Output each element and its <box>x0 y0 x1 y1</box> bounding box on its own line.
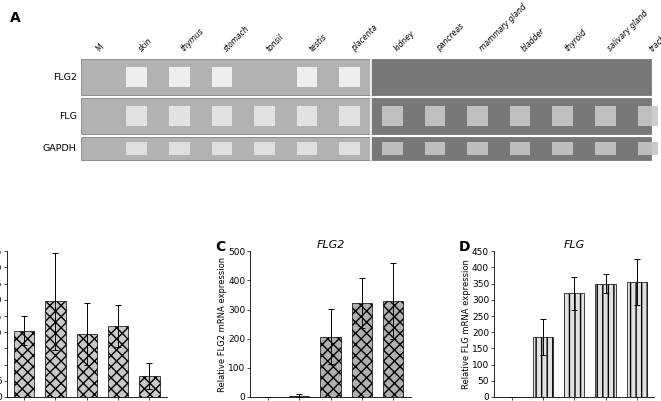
Bar <box>169 106 190 126</box>
Bar <box>169 67 190 87</box>
Text: thymus: thymus <box>179 26 206 53</box>
Bar <box>126 67 147 87</box>
Bar <box>169 142 190 154</box>
Bar <box>297 106 317 126</box>
Y-axis label: Relative FLG2 mRNA expression: Relative FLG2 mRNA expression <box>218 257 227 392</box>
Text: pancreas: pancreas <box>435 22 466 53</box>
Bar <box>467 106 488 126</box>
Bar <box>510 106 531 126</box>
Bar <box>371 137 651 160</box>
Text: salivary gland: salivary gland <box>605 9 649 53</box>
Bar <box>339 142 360 154</box>
Y-axis label: Relative FLG mRNA expression: Relative FLG mRNA expression <box>461 259 471 389</box>
Bar <box>467 142 488 154</box>
Title: FLG2: FLG2 <box>317 241 344 251</box>
Bar <box>212 106 232 126</box>
Bar <box>297 142 317 154</box>
Bar <box>424 106 446 126</box>
Text: tonsil: tonsil <box>264 32 286 53</box>
Text: stomach: stomach <box>222 24 251 53</box>
Bar <box>510 142 531 154</box>
Bar <box>45 302 65 397</box>
Bar <box>533 337 553 397</box>
Bar <box>254 142 275 154</box>
Bar <box>383 301 403 397</box>
Bar <box>108 326 128 397</box>
Bar <box>382 106 403 126</box>
Bar <box>595 142 615 154</box>
Bar <box>321 337 340 397</box>
Bar <box>382 142 403 154</box>
Bar <box>596 284 616 397</box>
Text: M: M <box>94 42 105 53</box>
Text: D: D <box>459 239 470 253</box>
Bar <box>638 142 658 154</box>
Text: trachea: trachea <box>648 26 661 53</box>
Text: kidney: kidney <box>392 29 416 53</box>
Bar <box>352 303 372 397</box>
Bar <box>126 106 147 126</box>
Text: FLG: FLG <box>59 112 77 121</box>
Text: skin: skin <box>137 36 154 53</box>
Text: testis: testis <box>307 32 329 53</box>
Bar <box>553 142 573 154</box>
Bar <box>81 59 371 95</box>
Bar <box>77 334 97 397</box>
Title: FLG: FLG <box>564 241 585 251</box>
Bar <box>14 330 34 397</box>
Bar <box>139 376 160 397</box>
Bar <box>297 67 317 87</box>
Bar <box>81 98 371 134</box>
Text: C: C <box>215 239 225 253</box>
Bar <box>371 98 651 134</box>
Bar <box>339 67 360 87</box>
Bar <box>553 106 573 126</box>
Bar <box>595 106 615 126</box>
Bar <box>212 67 232 87</box>
Bar <box>339 106 360 126</box>
Text: bladder: bladder <box>520 26 547 53</box>
Text: mammary gland: mammary gland <box>477 2 528 53</box>
Bar <box>371 59 651 95</box>
Bar <box>564 294 584 397</box>
Bar <box>638 106 658 126</box>
Text: GAPDH: GAPDH <box>43 144 77 153</box>
Text: thyroid: thyroid <box>563 28 588 53</box>
Text: placenta: placenta <box>350 23 379 53</box>
Bar <box>81 137 371 160</box>
Bar <box>424 142 446 154</box>
Bar <box>254 106 275 126</box>
Text: FLG2: FLG2 <box>53 73 77 82</box>
Text: A: A <box>10 11 20 25</box>
Bar <box>627 282 647 397</box>
Bar <box>289 395 309 397</box>
Bar <box>212 142 232 154</box>
Bar <box>126 142 147 154</box>
